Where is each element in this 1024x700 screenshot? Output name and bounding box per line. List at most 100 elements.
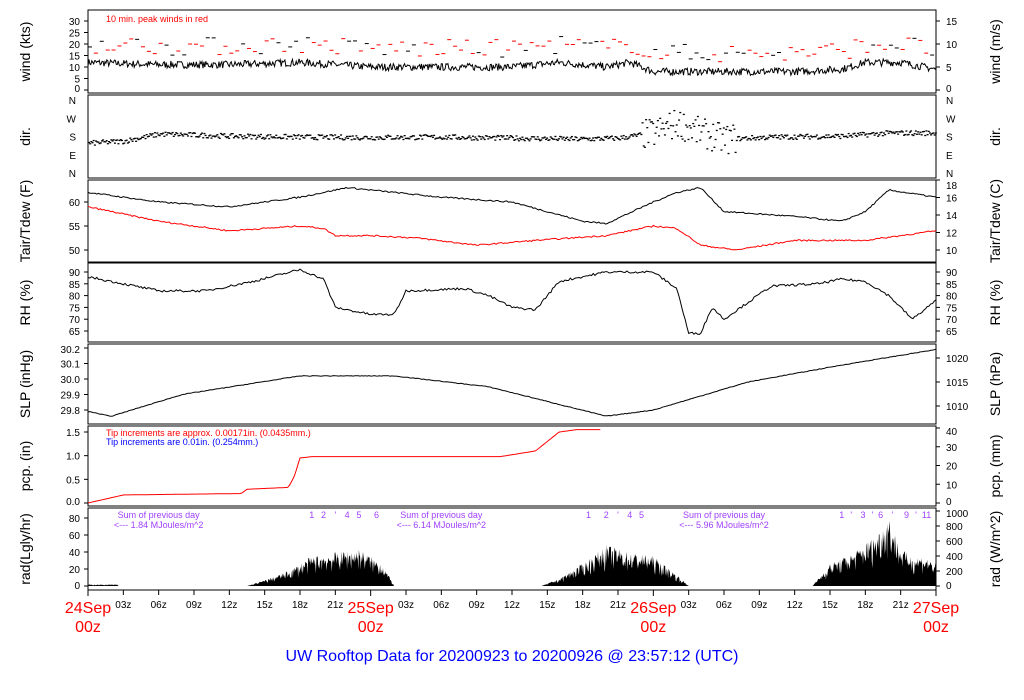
direction-point xyxy=(291,138,294,140)
direction-point xyxy=(669,124,672,127)
direction-point xyxy=(807,136,810,138)
direction-point xyxy=(284,133,287,136)
direction-point xyxy=(621,137,624,139)
direction-point xyxy=(365,136,368,138)
direction-point xyxy=(814,136,817,138)
direction-point xyxy=(374,139,377,141)
direction-point xyxy=(914,130,917,132)
direction-point xyxy=(553,138,556,140)
RH-line xyxy=(87,268,937,336)
direction-point xyxy=(645,119,648,121)
direction-point xyxy=(169,132,172,135)
direction-point xyxy=(279,137,282,140)
direction-point xyxy=(357,138,360,140)
direction-point xyxy=(344,137,347,139)
direction-point xyxy=(894,131,897,133)
direction-point xyxy=(417,137,420,140)
direction-point xyxy=(517,140,520,142)
direction-point xyxy=(647,141,650,144)
SLP-line xyxy=(87,348,937,417)
direction-point xyxy=(447,136,450,138)
direction-point xyxy=(204,134,207,137)
direction-point xyxy=(453,134,456,136)
direction-point xyxy=(90,140,93,143)
direction-point xyxy=(586,137,589,140)
direction-point xyxy=(706,148,709,150)
direction-point xyxy=(676,135,679,137)
direction-point xyxy=(335,137,338,139)
direction-point xyxy=(616,137,619,140)
direction-point xyxy=(367,138,370,140)
y-tick-label: N xyxy=(69,96,76,107)
direction-point xyxy=(123,142,126,144)
direction-point xyxy=(166,132,169,134)
direction-point xyxy=(762,135,765,137)
direction-point xyxy=(179,132,182,134)
direction-point xyxy=(397,138,400,140)
direction-point xyxy=(698,124,701,127)
y-tick-label: 40 xyxy=(69,548,81,559)
direction-point xyxy=(298,138,301,140)
direction-point xyxy=(577,139,580,141)
direction-point xyxy=(381,138,384,140)
direction-point xyxy=(477,135,480,137)
direction-point xyxy=(429,135,432,138)
direction-point xyxy=(610,135,613,137)
y-tick-label-right: 800 xyxy=(946,522,963,533)
direction-point xyxy=(322,137,325,139)
direction-point xyxy=(905,130,908,132)
direction-point xyxy=(152,136,155,138)
direction-point xyxy=(155,136,158,138)
direction-point xyxy=(480,138,483,140)
y-tick-label-right: 200 xyxy=(946,567,963,578)
x-tick-label: 15z xyxy=(539,600,555,611)
direction-point xyxy=(749,139,752,141)
direction-point xyxy=(848,135,851,137)
direction-point xyxy=(190,135,193,138)
direction-point xyxy=(171,131,174,134)
direction-point xyxy=(879,132,882,134)
direction-point xyxy=(263,138,266,140)
direction-point xyxy=(495,136,498,138)
direction-point xyxy=(565,137,567,140)
direction-point xyxy=(850,134,853,137)
direction-point xyxy=(566,136,569,138)
direction-point xyxy=(390,138,393,140)
hour-mark: 5 xyxy=(356,510,361,520)
direction-point xyxy=(175,132,178,134)
direction-point xyxy=(117,143,120,145)
y-tick-label: 70 xyxy=(69,315,81,326)
direction-point xyxy=(440,137,443,139)
direction-point xyxy=(269,134,272,136)
direction-point xyxy=(791,137,794,139)
x-tick-label: 12z xyxy=(787,600,803,611)
direction-point xyxy=(725,128,728,131)
direction-point xyxy=(701,125,704,127)
direction-point xyxy=(377,138,380,140)
direction-point xyxy=(893,132,896,135)
direction-point xyxy=(532,136,535,138)
direction-point xyxy=(414,139,417,141)
direction-point xyxy=(92,139,95,142)
direction-point xyxy=(629,134,632,136)
direction-point xyxy=(563,139,566,141)
direction-point xyxy=(224,135,227,138)
direction-point xyxy=(130,138,133,141)
y-tick-label-right: E xyxy=(946,151,953,162)
direction-point xyxy=(818,137,821,139)
direction-point xyxy=(229,134,232,136)
direction-point xyxy=(95,140,98,142)
direction-point xyxy=(172,135,175,137)
direction-point xyxy=(250,138,253,140)
direction-point xyxy=(350,139,353,141)
direction-point xyxy=(409,136,412,138)
direction-point xyxy=(663,134,666,136)
direction-point xyxy=(891,132,894,134)
direction-point xyxy=(658,135,661,137)
direction-point xyxy=(378,136,381,138)
direction-point xyxy=(256,136,259,138)
day-sum-value: <--- 6.14 MJoules/m^2 xyxy=(397,520,487,530)
direction-point xyxy=(139,137,142,140)
direction-point xyxy=(653,143,656,145)
direction-point xyxy=(105,140,108,142)
